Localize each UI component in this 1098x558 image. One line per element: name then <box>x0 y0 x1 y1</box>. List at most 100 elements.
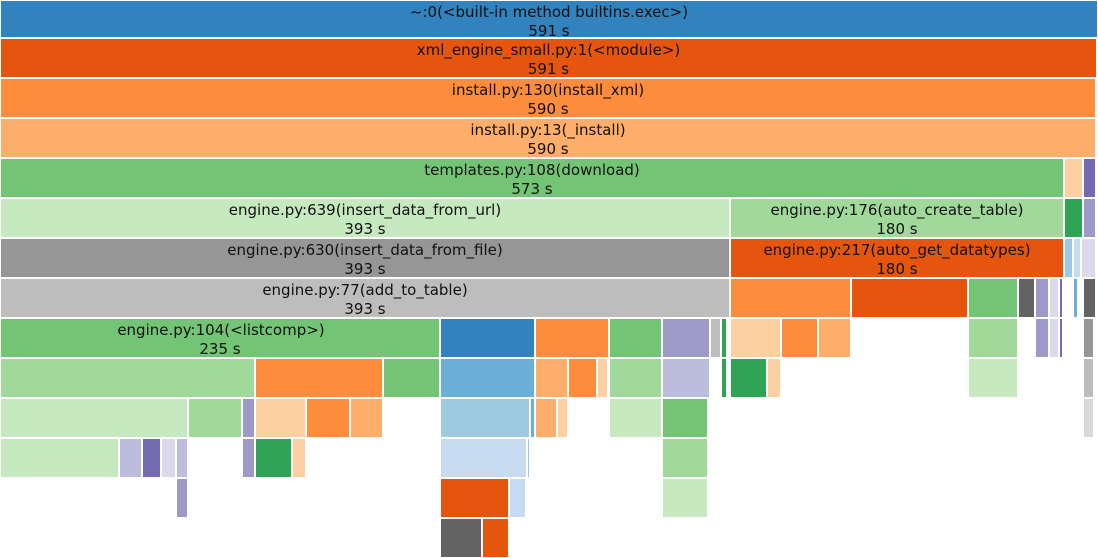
frame-templates-download[interactable]: templates.py:108(download) 573 s <box>0 158 1064 198</box>
frame-unlabeled[interactable] <box>721 358 727 398</box>
frame-auto-create-table[interactable]: engine.py:176(auto_create_table) 180 s <box>730 198 1064 238</box>
frame-unlabeled[interactable] <box>255 398 306 438</box>
frame-unlabeled[interactable] <box>730 318 781 358</box>
frame-unlabeled[interactable] <box>968 318 1018 358</box>
frame-time: 393 s <box>344 220 386 238</box>
frame-xml-engine-module[interactable]: xml_engine_small.py:1(<module>) 591 s <box>0 38 1097 78</box>
frame-unlabeled[interactable] <box>597 358 608 398</box>
frame-unlabeled[interactable] <box>968 278 1018 318</box>
frame-unlabeled[interactable] <box>721 318 727 358</box>
frame-unlabeled[interactable] <box>1081 238 1096 278</box>
frame-unlabeled[interactable] <box>255 438 292 478</box>
frame-unlabeled[interactable] <box>292 438 306 478</box>
frame-unlabeled[interactable] <box>1073 238 1081 278</box>
frame-unlabeled[interactable] <box>1064 238 1073 278</box>
frame-label: install.py:130(install_xml) <box>451 81 645 99</box>
frame-label: install.py:13(_install) <box>470 121 626 139</box>
frame-unlabeled[interactable] <box>730 358 767 398</box>
frame-unlabeled[interactable] <box>440 478 509 518</box>
frame-unlabeled[interactable] <box>710 318 721 358</box>
frame-unlabeled[interactable] <box>1083 158 1096 198</box>
frame-unlabeled[interactable] <box>440 358 535 398</box>
frame-label: engine.py:639(insert_data_from_url) <box>228 201 502 219</box>
frame-label: engine.py:217(auto_get_datatypes) <box>763 241 1031 259</box>
frame-unlabeled[interactable] <box>535 358 568 398</box>
frame-unlabeled[interactable] <box>142 438 161 478</box>
frame-unlabeled[interactable] <box>1049 318 1059 358</box>
frame-unlabeled[interactable] <box>119 438 142 478</box>
frame-unlabeled[interactable] <box>557 398 568 438</box>
frame-time: 591 s <box>528 22 570 38</box>
frame-unlabeled[interactable] <box>535 398 557 438</box>
frame-unlabeled[interactable] <box>767 358 781 398</box>
frame-unlabeled[interactable] <box>176 438 188 478</box>
frame-unlabeled[interactable] <box>188 398 242 438</box>
frame-unlabeled[interactable] <box>440 398 530 438</box>
frame-unlabeled[interactable] <box>306 398 350 438</box>
frame-unlabeled[interactable] <box>0 398 188 438</box>
frame-unlabeled[interactable] <box>440 318 535 358</box>
frame-unlabeled[interactable] <box>1035 318 1049 358</box>
frame-add-to-table[interactable]: engine.py:77(add_to_table) 393 s <box>0 278 730 318</box>
frame-unlabeled[interactable] <box>1049 278 1059 318</box>
frame-unlabeled[interactable] <box>662 398 708 438</box>
frame-unlabeled[interactable] <box>662 478 708 518</box>
frame-time: 573 s <box>511 180 553 198</box>
frame-label: templates.py:108(download) <box>424 161 640 179</box>
frame-install-xml[interactable]: install.py:130(install_xml) 590 s <box>0 78 1096 118</box>
frame-unlabeled[interactable] <box>1059 278 1063 318</box>
frame-time: 590 s <box>527 140 569 158</box>
frame-unlabeled[interactable] <box>530 398 535 438</box>
frame-unlabeled[interactable] <box>1064 158 1083 198</box>
frame-unlabeled[interactable] <box>509 478 526 518</box>
frame-unlabeled[interactable] <box>1018 278 1035 318</box>
frame-unlabeled[interactable] <box>609 318 662 358</box>
frame-unlabeled[interactable] <box>1035 278 1049 318</box>
frame-unlabeled[interactable] <box>609 398 662 438</box>
frame-unlabeled[interactable] <box>527 438 530 478</box>
frame-unlabeled[interactable] <box>1083 358 1094 398</box>
frame-unlabeled[interactable] <box>0 358 255 398</box>
frame-unlabeled[interactable] <box>662 438 708 478</box>
frame-listcomp[interactable]: engine.py:104(<listcomp>) 235 s <box>0 318 440 358</box>
frame-unlabeled[interactable] <box>1083 198 1096 238</box>
frame-unlabeled[interactable] <box>851 278 968 318</box>
frame-insert-data-from-file[interactable]: engine.py:630(insert_data_from_file) 393… <box>0 238 730 278</box>
frame-unlabeled[interactable] <box>818 318 851 358</box>
frame-unlabeled[interactable] <box>1083 278 1096 318</box>
frame-unlabeled[interactable] <box>1083 318 1094 358</box>
frame-unlabeled[interactable] <box>730 278 851 318</box>
frame-install[interactable]: install.py:13(_install) 590 s <box>0 118 1096 158</box>
frame-insert-data-from-url[interactable]: engine.py:639(insert_data_from_url) 393 … <box>0 198 730 238</box>
frame-unlabeled[interactable] <box>350 398 383 438</box>
frame-unlabeled[interactable] <box>662 358 710 398</box>
frame-unlabeled[interactable] <box>1059 318 1063 358</box>
frame-unlabeled[interactable] <box>255 358 383 398</box>
frame-unlabeled[interactable] <box>176 478 188 518</box>
frame-unlabeled[interactable] <box>535 318 609 358</box>
frame-unlabeled[interactable] <box>242 438 255 478</box>
frame-unlabeled[interactable] <box>242 398 255 438</box>
frame-unlabeled[interactable] <box>440 518 482 558</box>
frame-unlabeled[interactable] <box>1073 278 1078 318</box>
frame-auto-get-datatypes[interactable]: engine.py:217(auto_get_datatypes) 180 s <box>730 238 1064 278</box>
frame-time: 393 s <box>344 300 386 318</box>
frame-unlabeled[interactable] <box>440 438 527 478</box>
frame-label: engine.py:104(<listcomp>) <box>117 321 325 339</box>
frame-label: engine.py:77(add_to_table) <box>262 281 468 299</box>
frame-unlabeled[interactable] <box>662 318 710 358</box>
frame-unlabeled[interactable] <box>1064 198 1083 238</box>
frame-label: xml_engine_small.py:1(<module>) <box>416 41 681 59</box>
frame-unlabeled[interactable] <box>1083 398 1094 438</box>
frame-unlabeled[interactable] <box>161 438 176 478</box>
frame-unlabeled[interactable] <box>968 358 1018 398</box>
frame-unlabeled[interactable] <box>781 318 818 358</box>
frame-time: 235 s <box>199 340 241 358</box>
frame-unlabeled[interactable] <box>568 358 597 398</box>
frame-unlabeled[interactable] <box>482 518 509 558</box>
frame-builtins-exec[interactable]: ~:0(<built-in method builtins.exec>) 591… <box>0 0 1098 38</box>
frame-unlabeled[interactable] <box>383 358 440 398</box>
frame-unlabeled[interactable] <box>609 358 662 398</box>
frame-unlabeled[interactable] <box>0 438 119 478</box>
